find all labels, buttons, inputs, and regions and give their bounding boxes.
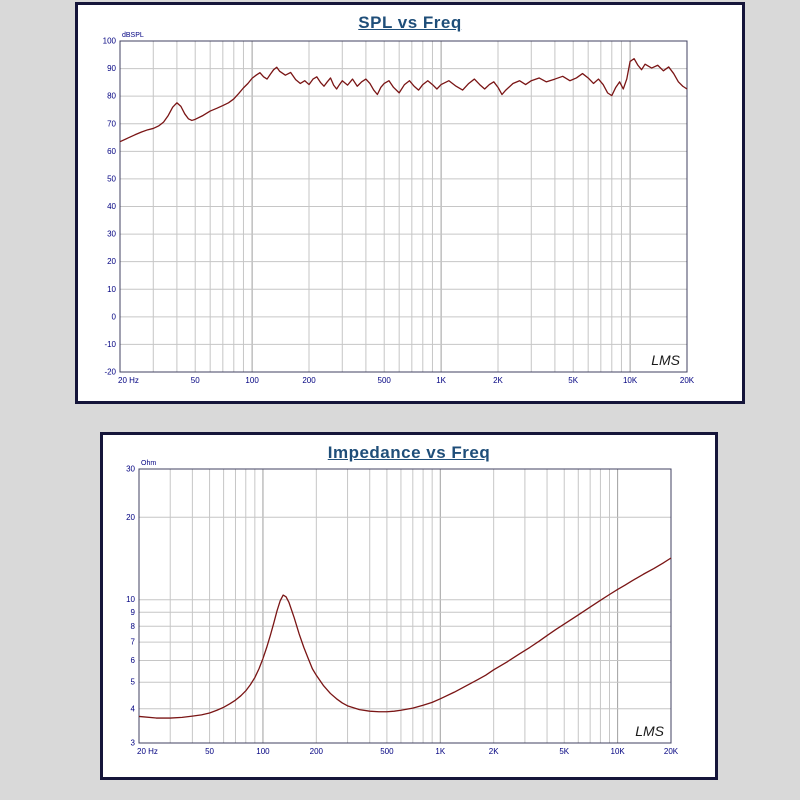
curve bbox=[138, 557, 672, 719]
x-axis-labels: 20 Hz 50 100 200 500 1K 2K 5K 10K 20K bbox=[137, 747, 679, 756]
svg-text:40: 40 bbox=[107, 202, 116, 211]
svg-text:20: 20 bbox=[107, 257, 116, 266]
svg-text:7: 7 bbox=[131, 638, 136, 647]
plot-frame bbox=[138, 468, 672, 744]
svg-text:50: 50 bbox=[107, 174, 116, 183]
impedance-chart-title: Impedance vs Freq bbox=[327, 443, 491, 462]
svg-text:8: 8 bbox=[131, 622, 136, 631]
spl-chart-title: SPL vs Freq bbox=[358, 13, 462, 32]
svg-text:10K: 10K bbox=[611, 747, 626, 756]
svg-text:30: 30 bbox=[107, 230, 116, 239]
svg-text:10: 10 bbox=[107, 285, 116, 294]
svg-text:20K: 20K bbox=[664, 747, 679, 756]
svg-text:500: 500 bbox=[378, 376, 392, 385]
svg-text:100: 100 bbox=[245, 376, 259, 385]
svg-text:20K: 20K bbox=[680, 376, 695, 385]
svg-text:-10: -10 bbox=[104, 340, 116, 349]
x-grid bbox=[169, 469, 619, 743]
svg-text:9: 9 bbox=[131, 608, 136, 617]
svg-text:4: 4 bbox=[131, 704, 136, 713]
y-unit-label: Ohm bbox=[141, 460, 156, 467]
svg-text:5K: 5K bbox=[559, 747, 569, 756]
curve bbox=[119, 58, 688, 143]
svg-text:20: 20 bbox=[126, 513, 135, 522]
svg-text:2K: 2K bbox=[489, 747, 499, 756]
impedance-chart-panel: 30 20 10 9 8 7 6 5 4 3 20 Hz 50 100 200 500 1K 2K 5K 10K 20… bbox=[100, 432, 718, 780]
svg-text:500: 500 bbox=[380, 747, 394, 756]
svg-text:20 Hz: 20 Hz bbox=[137, 747, 158, 756]
svg-text:20 Hz: 20 Hz bbox=[118, 376, 139, 385]
svg-text:200: 200 bbox=[302, 376, 316, 385]
svg-text:6: 6 bbox=[131, 656, 136, 665]
svg-text:80: 80 bbox=[107, 92, 116, 101]
plot-frame bbox=[119, 40, 688, 373]
y-unit-label: dBSPL bbox=[122, 32, 144, 39]
y-axis-labels: 30 20 10 9 8 7 6 5 4 3 bbox=[126, 465, 135, 748]
svg-text:100: 100 bbox=[256, 747, 270, 756]
svg-text:90: 90 bbox=[107, 64, 116, 73]
svg-text:2K: 2K bbox=[493, 376, 503, 385]
impedance-chart-plot: 30 20 10 9 8 7 6 5 4 3 20 Hz 50 100 200 500 1K 2K 5K 10K 20… bbox=[103, 435, 715, 777]
y-grid bbox=[139, 516, 671, 710]
svg-text:60: 60 bbox=[107, 147, 116, 156]
svg-text:-20: -20 bbox=[104, 368, 116, 377]
svg-text:1K: 1K bbox=[435, 747, 445, 756]
svg-text:5: 5 bbox=[131, 678, 136, 687]
y-grid bbox=[120, 68, 687, 345]
svg-text:200: 200 bbox=[310, 747, 324, 756]
spl-chart-plot: 100 90 80 70 60 50 40 30 20 10 0 -10 -20 20 Hz 50 100 20… bbox=[78, 5, 742, 401]
svg-text:5K: 5K bbox=[568, 376, 578, 385]
lms-logo: LMS bbox=[651, 352, 680, 368]
svg-text:30: 30 bbox=[126, 465, 135, 474]
spl-chart-panel: 100 90 80 70 60 50 40 30 20 10 0 -10 -20 20 Hz 50 100 20… bbox=[75, 2, 745, 404]
svg-text:70: 70 bbox=[107, 119, 116, 128]
lms-logo: LMS bbox=[635, 723, 664, 739]
svg-text:10K: 10K bbox=[623, 376, 638, 385]
svg-text:50: 50 bbox=[205, 747, 214, 756]
svg-text:100: 100 bbox=[103, 37, 117, 46]
svg-text:10: 10 bbox=[126, 595, 135, 604]
x-axis-labels: 20 Hz 50 100 200 500 1K 2K 5K 10K 20K bbox=[118, 376, 695, 385]
svg-text:1K: 1K bbox=[436, 376, 446, 385]
svg-text:3: 3 bbox=[131, 739, 136, 748]
svg-text:0: 0 bbox=[112, 312, 117, 321]
svg-text:50: 50 bbox=[191, 376, 200, 385]
